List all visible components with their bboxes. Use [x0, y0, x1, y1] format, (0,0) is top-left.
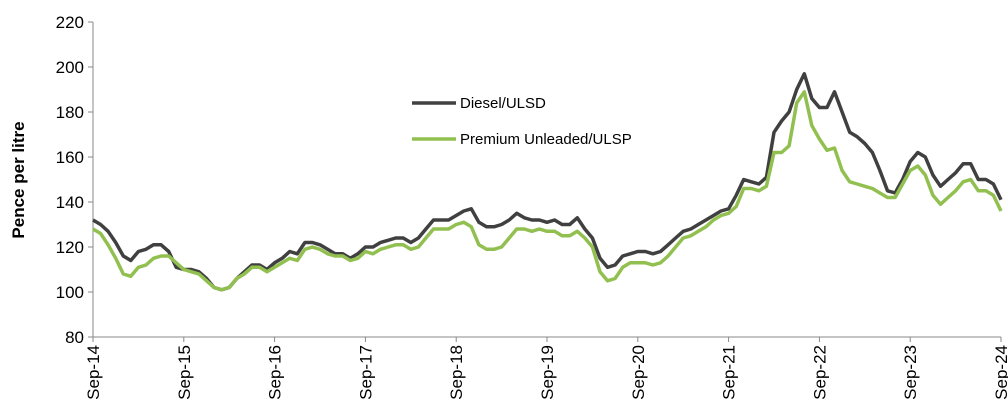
y-tick-label: 100 [56, 283, 84, 302]
legend-label: Diesel/ULSD [460, 95, 546, 112]
x-tick-label: Sep-19 [538, 345, 557, 400]
x-tick-label: Sep-23 [901, 345, 920, 400]
y-tick-label: 160 [56, 148, 84, 167]
y-tick-label: 180 [56, 103, 84, 122]
y-tick-label: 200 [56, 58, 84, 77]
y-tick-label: 120 [56, 238, 84, 257]
x-tick-label: Sep-21 [720, 345, 739, 400]
y-tick-label: 220 [56, 13, 84, 32]
x-tick-label: Sep-22 [810, 345, 829, 400]
y-tick-label: 80 [65, 328, 84, 347]
x-tick-label: Sep-20 [629, 345, 648, 400]
x-tick-label: Sep-16 [266, 345, 285, 400]
legend-label: Premium Unleaded/ULSP [460, 131, 632, 148]
series-line [92, 90, 1003, 292]
y-axis-title: Pence per litre [9, 121, 28, 238]
x-tick-label: Sep-24 [992, 345, 1008, 400]
y-tick-label: 140 [56, 193, 84, 212]
x-tick-label: Sep-17 [356, 345, 375, 400]
x-tick-label: Sep-18 [447, 345, 466, 400]
x-tick-label: Sep-14 [84, 345, 103, 400]
series-line [92, 72, 1003, 292]
x-tick-label: Sep-15 [175, 345, 194, 400]
